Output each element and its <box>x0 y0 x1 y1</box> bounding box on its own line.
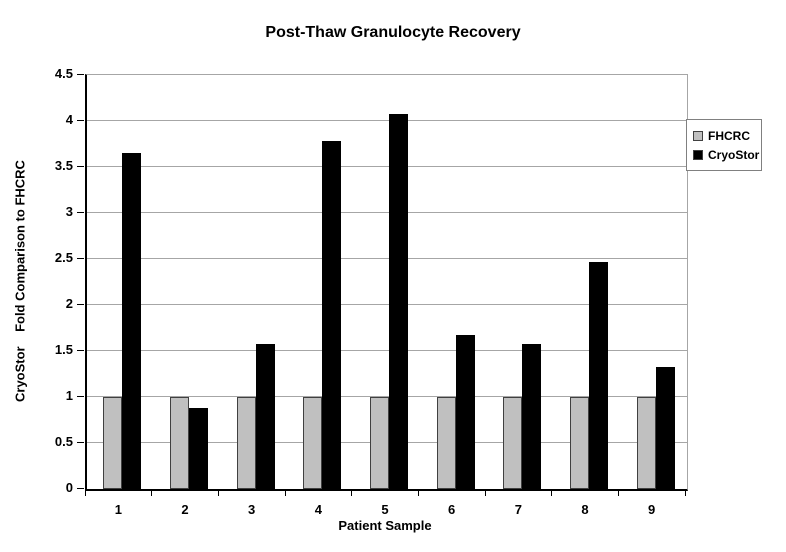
bar-fhcrc-3 <box>236 397 256 489</box>
x-tick-label: 2 <box>181 502 189 517</box>
bar-cryostor-9 <box>655 366 675 489</box>
x-tick-label: 7 <box>514 502 522 517</box>
bar-fhcrc-4 <box>303 397 323 489</box>
x-tick-mark <box>684 490 686 496</box>
x-axis-title: Patient Sample <box>338 518 432 533</box>
y-tick-mark <box>77 349 84 351</box>
x-tick-mark <box>417 490 419 496</box>
legend-swatch-1 <box>693 149 703 160</box>
y-tick-mark <box>77 395 84 397</box>
x-tick-mark <box>84 490 86 496</box>
x-tick-label: 1 <box>114 502 122 517</box>
y-tick-mark <box>77 119 84 121</box>
y-tick-mark <box>77 73 84 75</box>
legend-item-cryostor: CryoStor <box>693 145 760 164</box>
bar-fhcrc-6 <box>436 397 456 489</box>
y-tick-label: 0 <box>65 480 73 495</box>
plot-area <box>85 74 688 491</box>
y-tick-label: 4.5 <box>54 66 73 81</box>
y-tick-mark <box>77 487 84 489</box>
gridline <box>87 396 687 397</box>
x-tick-label: 4 <box>314 502 322 517</box>
x-tick-label: 3 <box>248 502 256 517</box>
bar-cryostor-5 <box>389 113 408 489</box>
legend-label-fhcrc: FHCRC <box>708 128 750 143</box>
y-tick-label: 3.5 <box>54 158 73 173</box>
gridline <box>87 350 687 352</box>
y-axis: 0 0.5 1 1.5 2 2.5 3 3.5 4 4.5 <box>0 66 84 495</box>
legend-swatch-0 <box>693 130 703 141</box>
gridline <box>87 120 687 121</box>
gridline <box>87 212 687 214</box>
y-tick-label: 2 <box>65 296 73 311</box>
bar-fhcrc-5 <box>370 397 389 489</box>
y-tick-label: 4 <box>65 112 73 127</box>
y-tick-label: 1.5 <box>54 342 73 357</box>
bar-cryostor-7 <box>522 343 542 489</box>
chart-title: Post-Thaw Granulocyte Recovery <box>265 24 521 41</box>
bar-fhcrc-2 <box>170 397 189 489</box>
legend-item-fhcrc: FHCRC <box>693 126 757 145</box>
y-tick-mark <box>77 441 84 443</box>
y-tick-mark <box>77 211 84 213</box>
x-tick-mark <box>551 490 553 496</box>
gridline <box>87 166 687 167</box>
x-tick-label: 6 <box>448 502 456 517</box>
y-tick-label: 2.5 <box>54 250 73 265</box>
x-tick-mark <box>484 490 486 496</box>
x-tick-mark <box>217 490 219 496</box>
bar-fhcrc-9 <box>636 397 656 489</box>
bar-cryostor-1 <box>122 153 142 489</box>
bar-cryostor-4 <box>322 141 342 489</box>
legend-label-cryostor: CryoStor <box>708 147 760 162</box>
y-tick-label: 0.5 <box>54 434 73 449</box>
x-tick-mark <box>151 490 153 496</box>
gridline <box>87 258 687 259</box>
y-tick-mark <box>77 165 84 167</box>
x-axis: 1 2 3 4 5 6 7 8 9 <box>84 490 686 530</box>
bar-cryostor-8 <box>589 261 608 489</box>
y-tick-mark <box>77 257 84 259</box>
gridline <box>87 304 687 305</box>
bar-cryostor-3 <box>255 343 275 489</box>
bar-cryostor-6 <box>455 335 475 489</box>
x-tick-mark <box>284 490 286 496</box>
x-tick-label: 8 <box>581 502 589 517</box>
x-tick-mark <box>351 490 353 496</box>
bar-fhcrc-1 <box>103 397 123 489</box>
bar-cryostor-2 <box>189 408 208 489</box>
bar-fhcrc-7 <box>503 397 523 489</box>
x-tick-label: 9 <box>648 502 656 517</box>
x-tick-label: 5 <box>381 502 389 517</box>
y-tick-label: 3 <box>65 204 73 219</box>
y-tick-mark <box>77 303 84 305</box>
x-tick-mark <box>617 490 619 496</box>
legend: FHCRC CryoStor <box>686 119 762 171</box>
bar-fhcrc-8 <box>570 397 589 489</box>
y-tick-label: 1 <box>65 388 73 403</box>
